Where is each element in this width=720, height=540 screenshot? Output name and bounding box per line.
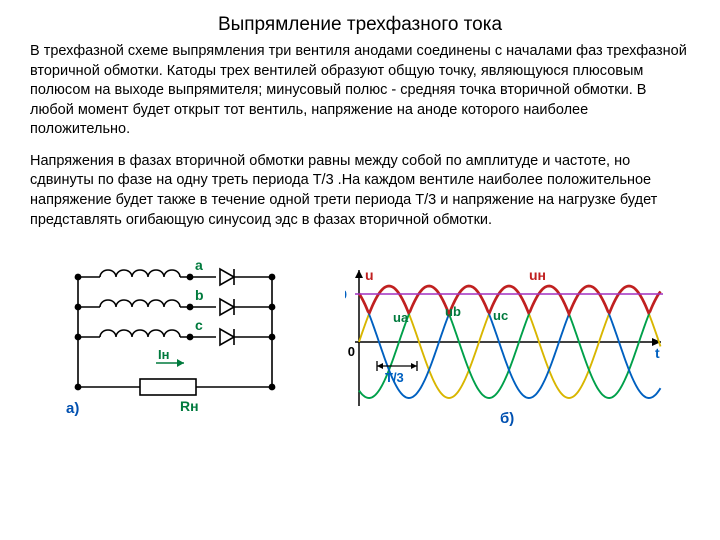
circuit-diagram: abc Iн Rн a) [60,252,290,422]
svg-text:a): a) [66,400,79,417]
svg-text:uc: uc [493,308,508,323]
svg-text:a: a [195,257,203,273]
svg-text:U0: U0 [345,287,347,302]
svg-text:T/3: T/3 [385,370,404,385]
svg-text:Iн: Iн [158,347,169,362]
svg-text:ub: ub [445,304,461,319]
figures-area: abc Iн Rн a) u U0 ua ub uc uн 0 t T/3 б) [0,242,720,462]
svg-text:t: t [655,345,660,361]
svg-text:c: c [195,317,203,333]
svg-text:b: b [195,287,204,303]
svg-text:ua: ua [393,310,409,325]
waveform-diagram: u U0 ua ub uc uн 0 t T/3 б) [345,242,675,427]
paragraph-1: В трехфазной схеме выпрямления три венти… [0,42,720,140]
svg-text:u: u [365,267,374,283]
paragraph-2: Напряжения в фазах вторичной обмотки рав… [0,152,720,230]
svg-text:б): б) [500,410,514,427]
svg-text:Rн: Rн [180,398,199,414]
page-title: Выпрямление трехфазного тока [0,0,720,42]
svg-text:uн: uн [529,267,546,283]
svg-text:0: 0 [348,344,355,359]
